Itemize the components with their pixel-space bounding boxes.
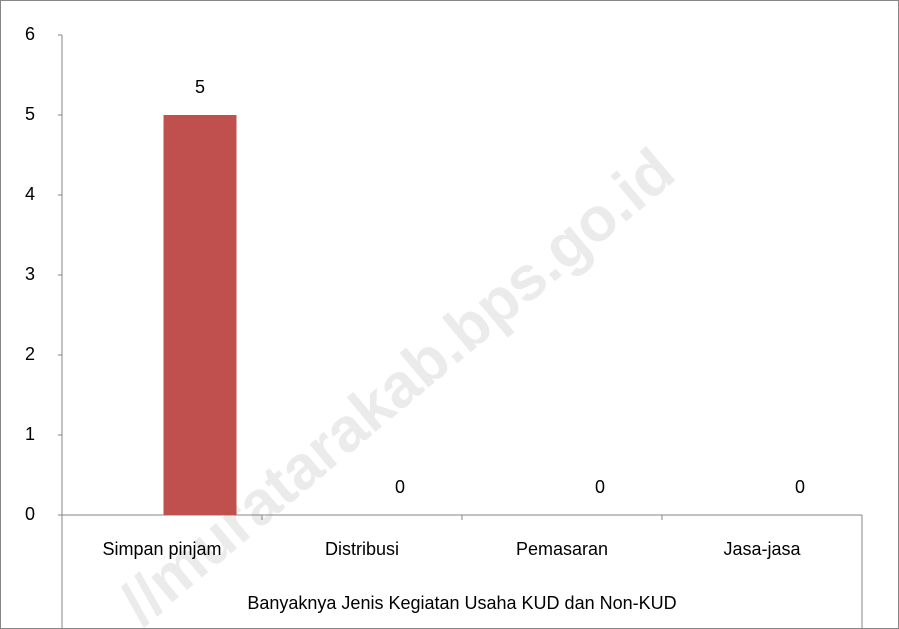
value-label: 0 — [395, 477, 405, 497]
value-label: 0 — [595, 477, 605, 497]
value-label: 5 — [195, 77, 205, 97]
x-tick-label: Distribusi — [325, 539, 399, 559]
y-tick-label: 0 — [25, 504, 35, 524]
y-tick-label: 4 — [25, 184, 35, 204]
y-tick-label: 1 — [25, 424, 35, 444]
y-tick-label: 5 — [25, 104, 35, 124]
x-tick-label: Pemasaran — [516, 539, 608, 559]
x-tick-label: Jasa-jasa — [723, 539, 801, 559]
y-tick-label: 2 — [25, 344, 35, 364]
y-tick-label: 3 — [25, 264, 35, 284]
x-axis-title: Banyaknya Jenis Kegiatan Usaha KUD dan N… — [247, 593, 676, 613]
bar — [163, 115, 237, 515]
value-label: 0 — [795, 477, 805, 497]
y-tick-label: 6 — [25, 24, 35, 44]
x-tick-label: Simpan pinjam — [102, 539, 221, 559]
